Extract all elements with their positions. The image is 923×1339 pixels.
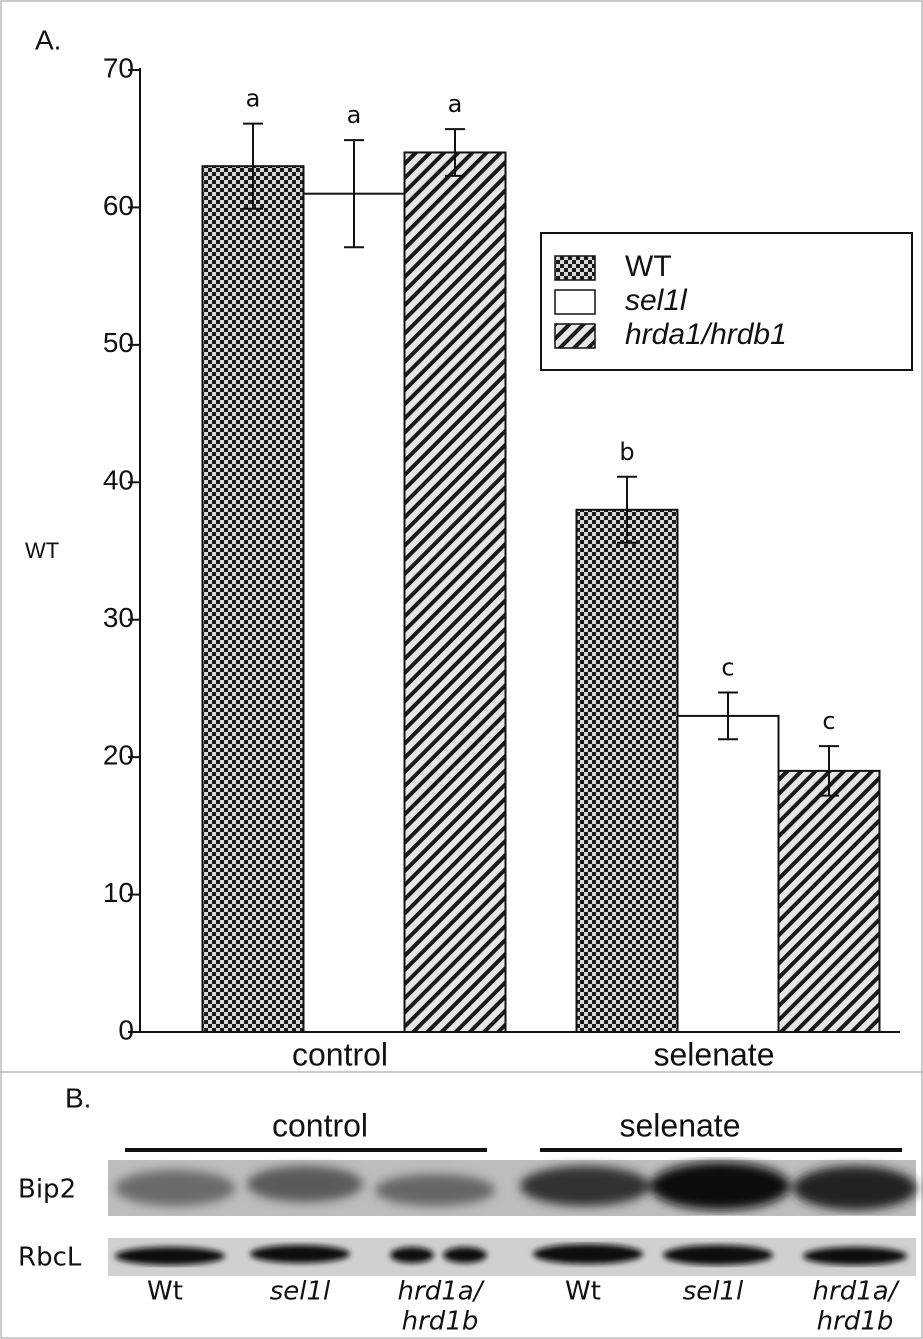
y-tick-label: 50 — [103, 327, 134, 358]
legend-swatch — [555, 256, 595, 280]
legend-swatch — [555, 290, 595, 314]
bar — [779, 771, 880, 1032]
panel-label: B. — [65, 1082, 91, 1113]
significance-label: c — [822, 707, 835, 735]
lane-label: hrd1b — [402, 1307, 479, 1337]
bar — [678, 716, 779, 1032]
y-axis-label: WT — [25, 538, 59, 563]
y-tick-label: 10 — [103, 877, 134, 908]
lane-label: Wt — [565, 1277, 601, 1307]
bar — [577, 510, 678, 1032]
legend-label: WT — [625, 250, 672, 283]
significance-label: a — [347, 101, 362, 129]
x-tick-label: selenate — [654, 1036, 775, 1072]
y-tick-label: 0 — [118, 1014, 134, 1045]
y-tick-label: 30 — [103, 602, 134, 633]
lane-label: Wt — [147, 1277, 183, 1307]
bar — [405, 152, 506, 1032]
lane-label: hrd1a/ — [398, 1277, 486, 1307]
group-label: control — [272, 1107, 368, 1143]
y-tick-label: 20 — [103, 740, 134, 771]
bar — [203, 166, 304, 1032]
blot-strip — [108, 1238, 916, 1276]
x-tick-label: control — [292, 1036, 388, 1072]
legend-swatch — [555, 324, 595, 348]
significance-label: b — [619, 438, 634, 466]
row-label: RbcL — [18, 1243, 82, 1273]
row-label: Bip2 — [18, 1175, 76, 1205]
y-tick-label: 70 — [103, 52, 134, 83]
significance-label: a — [246, 85, 261, 113]
panel-label: A. — [35, 24, 61, 55]
legend-label: hrda1/hrdb1 — [625, 318, 787, 351]
significance-label: a — [448, 90, 463, 118]
lane-label: hrd1b — [817, 1307, 894, 1337]
figure: A. WT WTsel1lhrda1/hrdb1 B. 010203040506… — [0, 0, 923, 1339]
y-tick-label: 40 — [103, 465, 134, 496]
lane-label: hrd1a/ — [813, 1277, 901, 1307]
significance-label: c — [721, 654, 734, 682]
lane-label: sel1l — [270, 1277, 331, 1307]
y-tick-label: 60 — [103, 190, 134, 221]
lane-label: sel1l — [683, 1277, 744, 1307]
group-label: selenate — [620, 1107, 741, 1143]
bar — [304, 194, 405, 1032]
legend-label: sel1l — [625, 284, 688, 317]
